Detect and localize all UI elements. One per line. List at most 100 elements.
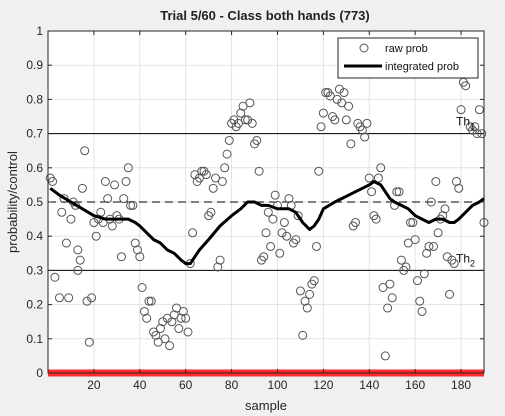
raw-prob-point: [298, 330, 308, 340]
raw-prob-point: [206, 207, 216, 217]
raw-prob-point: [408, 218, 418, 228]
raw-prob-point: [316, 122, 326, 132]
raw-prob-point: [321, 88, 331, 98]
raw-prob-point: [341, 115, 351, 125]
raw-prob-point: [282, 231, 292, 241]
raw-prob-point: [415, 296, 425, 306]
raw-prob-point: [454, 183, 464, 193]
raw-prob-point: [197, 166, 207, 176]
raw-prob-point: [144, 296, 154, 306]
raw-prob-point: [385, 279, 395, 289]
raw-prob-point: [367, 187, 377, 197]
raw-prob-point: [442, 252, 452, 262]
raw-prob-point: [461, 81, 471, 91]
raw-prob-point: [87, 293, 97, 303]
raw-prob-point: [440, 204, 450, 214]
raw-prob-point: [236, 108, 246, 118]
y-tick-label: 0.5: [26, 195, 43, 209]
raw-prob-point: [165, 341, 175, 351]
raw-prob-point: [275, 248, 285, 258]
raw-prob-point: [222, 149, 232, 159]
raw-prob-point: [224, 135, 234, 145]
raw-prob-point: [396, 255, 406, 265]
threshold-label-1: Th1: [456, 115, 475, 132]
raw-prob-point: [139, 306, 149, 316]
raw-prob-point: [247, 118, 257, 128]
raw-prob-point: [243, 115, 253, 125]
raw-prob-point: [261, 228, 271, 238]
raw-prob-point: [132, 245, 142, 255]
raw-prob-point: [66, 214, 76, 224]
raw-prob-point: [119, 194, 129, 204]
raw-prob-point: [300, 296, 310, 306]
raw-prob-point: [270, 190, 280, 200]
reference-lines: [48, 133, 484, 271]
x-axis-label: sample: [245, 398, 287, 413]
raw-prob-point: [229, 115, 239, 125]
raw-prob-point: [295, 286, 305, 296]
raw-prob-point: [252, 135, 262, 145]
raw-prob-point: [155, 324, 165, 334]
x-tick-label: 80: [225, 378, 239, 392]
raw-prob-point: [350, 218, 360, 228]
y-tick-label: 0.9: [26, 58, 43, 72]
raw-prob-point: [107, 221, 117, 231]
x-tick-label: 60: [179, 378, 193, 392]
threshold-label-sub: 1: [470, 122, 475, 132]
raw-prob-point: [334, 84, 344, 94]
raw-prob-point: [422, 248, 432, 258]
raw-prob-point: [146, 296, 156, 306]
y-tick-label: 0: [36, 366, 43, 380]
y-tick-label: 0.7: [26, 127, 43, 141]
x-tick-label: 100: [267, 378, 287, 392]
y-tick-label: 0.8: [26, 92, 43, 106]
raw-prob-point: [151, 330, 161, 340]
raw-prob-point: [401, 262, 411, 272]
raw-prob-point: [332, 94, 342, 104]
raw-prob-point: [314, 166, 324, 176]
raw-prob-point: [419, 269, 429, 279]
raw-prob-point: [167, 317, 177, 327]
raw-prob-point: [183, 327, 193, 337]
y-tick-label: 1: [36, 24, 43, 38]
raw-prob-point: [220, 163, 230, 173]
raw-prob-point: [160, 334, 170, 344]
raw-prob-point: [330, 115, 340, 125]
raw-prob-point: [451, 176, 461, 186]
raw-prob-point: [57, 207, 67, 217]
raw-prob-point: [54, 293, 64, 303]
raw-prob-point: [116, 252, 126, 262]
raw-prob-point: [302, 303, 312, 313]
raw-prob-point: [311, 241, 321, 251]
integrated-prob-line: [49, 180, 485, 266]
raw-prob-point: [429, 241, 439, 251]
raw-prob-point: [135, 252, 145, 262]
raw-prob-point: [477, 129, 487, 139]
raw-prob-point: [449, 259, 459, 269]
raw-prob-point: [406, 218, 416, 228]
raw-prob-point: [445, 289, 455, 299]
raw-prob-point: [360, 132, 370, 142]
raw-prob-point: [89, 218, 99, 228]
raw-prob-point: [126, 200, 136, 210]
raw-prob-point: [245, 98, 255, 108]
raw-prob-point: [73, 265, 83, 275]
raw-prob-point: [424, 241, 434, 251]
raw-prob-point: [128, 200, 138, 210]
raw-prob-point: [215, 255, 225, 265]
y-tick-label: 0.3: [26, 263, 43, 277]
raw-prob-point: [176, 313, 186, 323]
raw-prob-point: [346, 139, 356, 149]
raw-prob-point: [362, 118, 372, 128]
legend-integrated-label: integrated prob: [385, 61, 459, 73]
raw-prob-point: [64, 293, 74, 303]
raw-prob-point: [474, 105, 484, 115]
raw-prob-point: [158, 317, 168, 327]
raw-prob-point: [305, 289, 315, 299]
raw-prob-point: [254, 166, 264, 176]
raw-prob-point: [394, 187, 404, 197]
raw-prob-point: [412, 276, 422, 286]
x-tick-label: 120: [313, 378, 333, 392]
legend-raw-marker: [359, 43, 369, 53]
raw-prob-point: [383, 303, 393, 313]
